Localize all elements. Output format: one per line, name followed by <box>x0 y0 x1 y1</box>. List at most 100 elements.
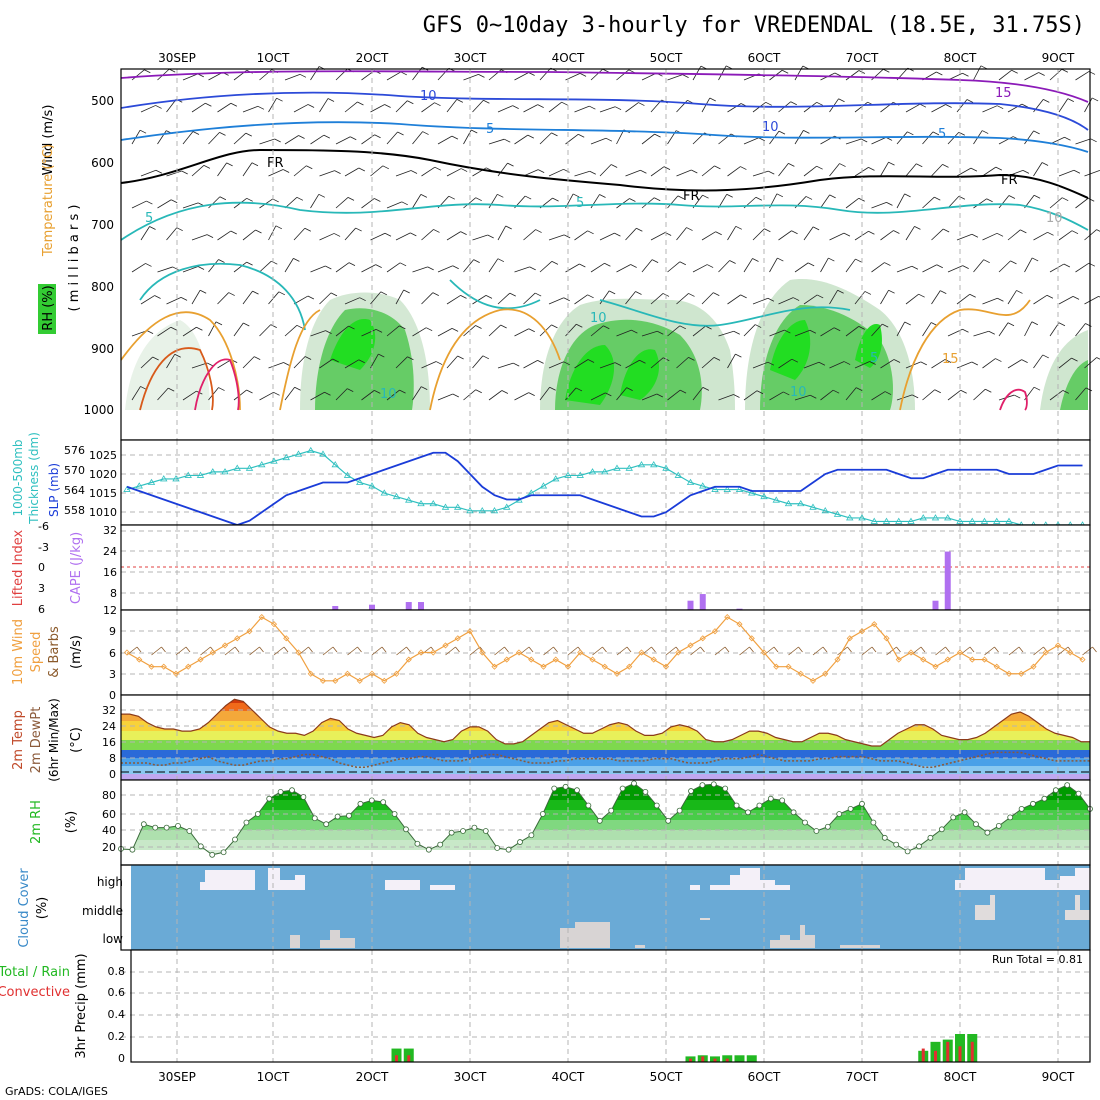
wind-barb-flag <box>551 132 558 137</box>
wind-barb-flag <box>610 164 618 168</box>
wind-speed-point <box>1054 642 1062 649</box>
wind-barb <box>599 164 612 177</box>
rh-point <box>425 846 432 853</box>
wind-barb <box>370 291 382 305</box>
wind-barb-flag <box>1020 229 1027 234</box>
wind-barb-flag <box>282 169 290 173</box>
wind-speed-point <box>552 656 559 663</box>
thickness-point <box>429 499 437 507</box>
wind-barb-flag <box>838 98 845 103</box>
wind-barb <box>1033 354 1044 369</box>
wind-barb <box>871 391 886 401</box>
wind-barb-10m <box>347 646 358 656</box>
wind-barb <box>1049 68 1063 81</box>
wind-speed-point <box>528 656 535 663</box>
wind-barb-flag <box>1043 98 1050 103</box>
wind-barb-flag <box>934 196 941 201</box>
wind-barb <box>412 131 423 145</box>
thickness-point <box>588 468 597 475</box>
wind-barb <box>982 105 998 113</box>
wind-barb-flag <box>740 294 747 299</box>
wind-barb-flag <box>243 322 250 327</box>
wind-barb <box>514 328 529 337</box>
thickness-point <box>294 450 303 457</box>
wind-barb-flag <box>630 264 637 268</box>
wind-speed-point <box>356 677 363 684</box>
rh-point <box>505 846 512 853</box>
wind-barb-flag <box>358 167 366 172</box>
wind-barb-10m-flag <box>602 646 607 653</box>
contour-label: 10 <box>790 385 807 400</box>
wind-speed-point <box>319 677 327 684</box>
wind-barb <box>922 196 935 209</box>
wind-barb <box>310 391 325 401</box>
wind-barb-flag <box>843 232 851 237</box>
wind-barb <box>625 359 640 369</box>
wind-barb <box>752 297 769 305</box>
wind-barb-flag <box>1046 294 1054 299</box>
wind-barb <box>319 170 335 177</box>
rh-point <box>608 807 615 814</box>
top-date-tick: 1OCT <box>257 51 290 65</box>
wind-barb-10m <box>1057 646 1069 656</box>
wind-barb <box>625 169 641 177</box>
wind-barb <box>293 356 306 369</box>
wind-barb-flag <box>563 234 571 239</box>
rh-point <box>277 789 284 795</box>
wind-barb <box>284 197 298 209</box>
precip-convective-bar <box>958 1046 962 1062</box>
wind-speed-point <box>540 663 547 670</box>
wind-barb <box>319 358 333 369</box>
wind-barb <box>896 394 913 401</box>
wind-barb-10m-flag <box>234 646 240 653</box>
wind-barb <box>692 325 706 337</box>
precip-convective-bar <box>689 1058 692 1062</box>
wind-barb <box>641 393 657 401</box>
wind-speed-point <box>234 635 241 642</box>
wind-barb-flag <box>460 231 467 235</box>
precip-convective-bar <box>946 1041 950 1062</box>
wind-barb <box>268 291 280 305</box>
precip-tick: 0.6 <box>108 986 126 999</box>
wind-barb <box>905 103 921 113</box>
wind-barb <box>803 226 814 241</box>
wind-barb-flag <box>942 164 949 168</box>
wind-speed-point <box>466 628 474 635</box>
wind-barb <box>319 98 329 113</box>
wind-barb-flag <box>970 167 978 172</box>
wind-barb-flag <box>1021 103 1029 108</box>
wind-barb <box>931 104 946 113</box>
wind-barb-flag <box>638 102 645 106</box>
wind-barb <box>310 134 325 145</box>
wind-barb-flag <box>1038 72 1045 76</box>
cloud-row-label-low: low <box>103 932 124 946</box>
rh-point <box>209 851 216 858</box>
wind-barb-flag <box>348 325 355 330</box>
wind-barb <box>421 229 434 241</box>
wind-barb-flag <box>1031 257 1039 262</box>
wind-barb-flag <box>587 359 595 363</box>
top-date-tick: 6OCT <box>748 51 781 65</box>
wind-barb <box>880 230 894 241</box>
wind-barb <box>523 360 538 369</box>
wind-barb <box>548 234 565 241</box>
wind-barb <box>361 329 377 337</box>
wind-barb-flag <box>407 356 414 361</box>
wind-barb-flag <box>893 230 900 234</box>
wind-barb-flag <box>1088 197 1095 202</box>
wind-barb <box>574 294 588 305</box>
wind-barb-flag <box>401 201 408 206</box>
temperature-axis-label: Temperature (°C) <box>41 144 56 257</box>
wind-barb <box>370 353 379 369</box>
precip-total-rain-label: Total / Rain <box>0 965 70 980</box>
pressure-tick: 800 <box>91 280 114 294</box>
wind-speed-point <box>577 649 584 656</box>
wind-barb <box>973 330 989 337</box>
slp-tick: 1025 <box>89 449 117 462</box>
wind-barb-flag <box>996 232 1004 237</box>
wind-barb <box>1024 321 1033 337</box>
wind-barb-flag <box>809 329 817 334</box>
temp-tick: 32 <box>102 704 116 717</box>
wind-barb <box>845 258 856 273</box>
wind-barb-flag <box>192 131 200 135</box>
